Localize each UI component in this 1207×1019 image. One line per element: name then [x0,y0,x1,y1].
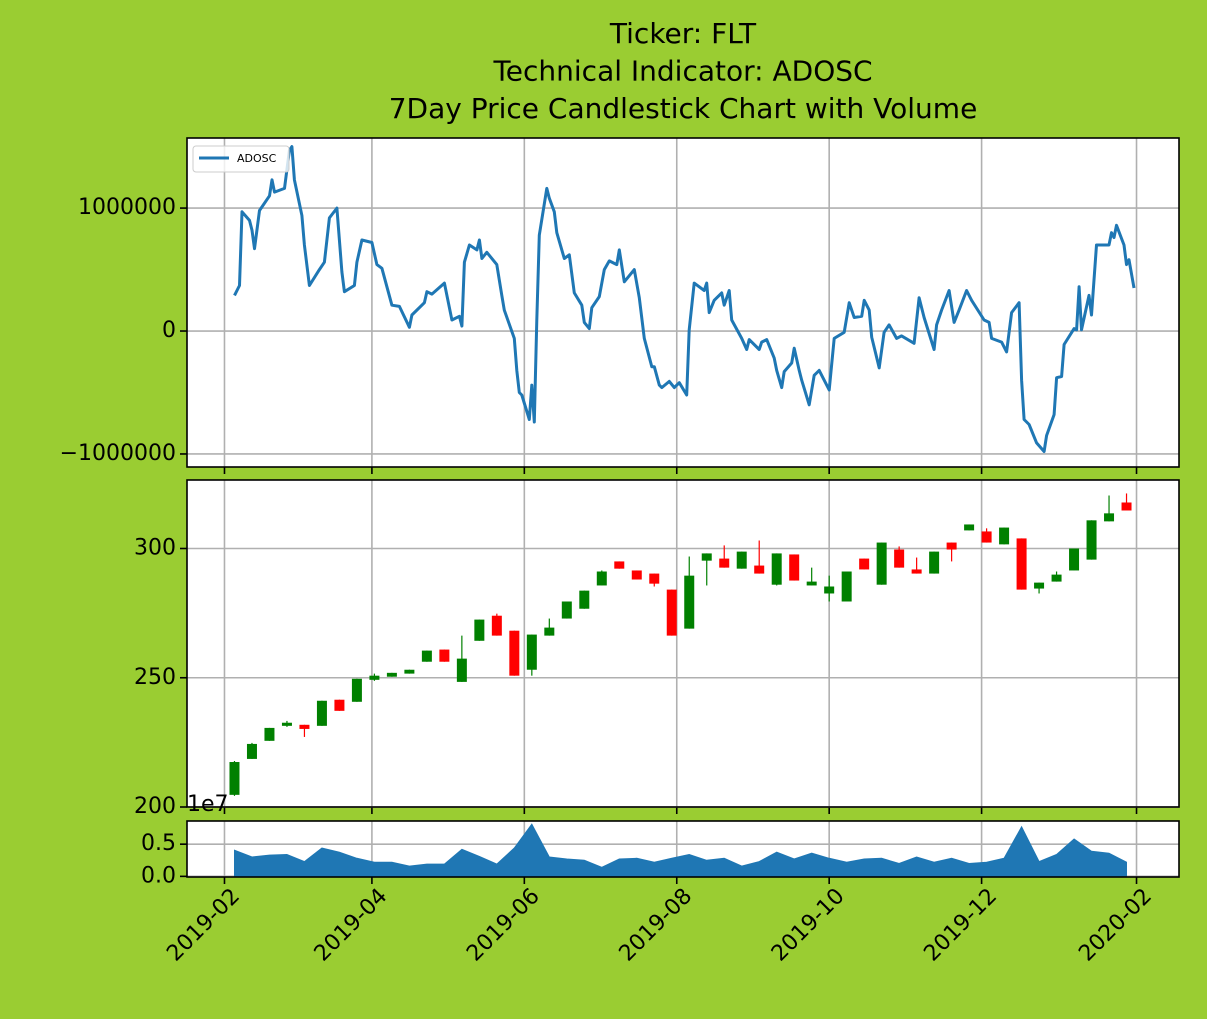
candle-body [491,615,502,636]
candle-body [596,571,607,586]
candle-body [439,649,450,662]
candle-body [754,565,765,574]
y-tick-label: 0.0 [141,863,176,888]
candle-body [456,658,467,682]
candle-body [351,678,362,702]
offset-text: 1e7 [187,792,229,817]
candle-body [316,700,327,726]
candle-body [981,531,992,543]
candle-body [1016,538,1027,590]
candle-body [404,669,415,674]
candle-body [334,699,345,711]
candle-body [526,634,537,670]
plot-area [187,138,1179,467]
candle-body [876,542,887,585]
y-tick-label: 200 [134,794,176,819]
candle-body [1051,574,1062,582]
legend-label: ADOSC [237,152,277,165]
candle-body [631,570,642,580]
candle-body [1086,520,1097,560]
candle-body [666,589,677,636]
chart-title: Technical Indicator: ADOSC [492,55,872,88]
candle-body [789,554,800,581]
candle-body [946,542,957,550]
legend-box [192,145,290,173]
adosc-line [233,145,1136,453]
candle-body [911,569,922,574]
chart-title: Ticker: FLT [609,17,757,50]
chart-title: 7Day Price Candlestick Chart with Volume [389,92,978,125]
candle-body [771,553,782,585]
candle-body [579,590,590,609]
candle-body [894,549,905,568]
candle-body [614,561,625,569]
candle-body [229,762,240,795]
candle-body [929,551,940,574]
candle-body [859,558,870,570]
plot-frame [186,820,1180,878]
candle-body [386,672,397,677]
plot-area [187,480,1179,807]
candle-body [1104,513,1115,522]
candle-body [684,575,695,629]
candle-body [736,551,747,569]
candle-body [701,553,712,561]
candle-body [1034,582,1045,589]
plot-frame [186,479,1180,808]
candle-body [421,650,432,662]
y-tick-label: 0.5 [141,831,176,856]
candle-body [841,571,852,602]
candle-body [719,558,730,568]
candle-body [806,581,817,586]
candle-body [561,601,572,619]
y-tick-label: −1000000 [60,441,176,466]
y-tick-label: 0 [162,318,176,343]
plot-frame [186,137,1180,468]
candle-body [824,586,835,594]
candle-body [474,619,485,641]
volume-area [234,823,1127,877]
candle-body [509,630,520,676]
candle-body [299,724,310,729]
candle-body [649,573,660,584]
candle-body [544,627,555,636]
candle-body [1121,502,1132,511]
candle-body [369,675,380,680]
candle-body [999,527,1010,545]
candle-body [246,743,257,759]
candle-body [264,727,275,741]
candle-body [964,524,975,531]
y-tick-label: 300 [134,536,176,561]
y-tick-label: 1000000 [78,195,176,220]
y-tick-label: 250 [134,665,176,690]
candle-body [281,722,292,726]
candle-body [1069,548,1080,571]
